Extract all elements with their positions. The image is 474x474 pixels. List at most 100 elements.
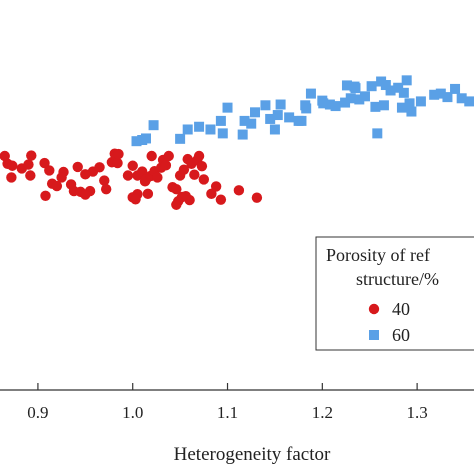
point-series-60 bbox=[250, 107, 261, 118]
point-series-60 bbox=[393, 82, 404, 93]
point-series-60 bbox=[301, 103, 312, 114]
point-series-60 bbox=[296, 115, 307, 126]
point-series-40 bbox=[72, 161, 83, 173]
point-series-40 bbox=[80, 169, 91, 180]
point-series-40 bbox=[215, 194, 227, 205]
point-series-60 bbox=[415, 96, 426, 107]
point-series-60 bbox=[269, 124, 280, 135]
point-series-60 bbox=[182, 124, 193, 135]
point-series-40 bbox=[163, 150, 174, 162]
point-series-60 bbox=[237, 129, 248, 140]
point-series-40 bbox=[39, 157, 50, 169]
point-series-60 bbox=[317, 95, 328, 106]
point-series-60 bbox=[398, 87, 409, 98]
x-tick-label: 0.9 bbox=[27, 403, 48, 422]
point-series-40 bbox=[100, 183, 112, 195]
point-series-60 bbox=[217, 128, 228, 139]
point-series-40 bbox=[127, 160, 138, 171]
point-series-60 bbox=[305, 88, 316, 99]
point-series-40 bbox=[40, 190, 51, 201]
point-series-60 bbox=[215, 115, 226, 126]
point-series-60 bbox=[404, 98, 415, 109]
legend-label-60: 60 bbox=[392, 325, 410, 345]
point-series-40 bbox=[112, 157, 123, 169]
point-series-60 bbox=[435, 88, 446, 99]
point-series-40 bbox=[122, 170, 134, 181]
point-series-40 bbox=[7, 160, 18, 171]
point-series-40 bbox=[152, 172, 163, 183]
point-series-60 bbox=[345, 93, 356, 104]
legend-label-40: 40 bbox=[392, 299, 410, 319]
point-series-60 bbox=[222, 102, 233, 113]
point-series-60 bbox=[341, 80, 352, 91]
point-series-40 bbox=[189, 169, 200, 180]
point-series-60 bbox=[406, 106, 417, 117]
point-series-60 bbox=[456, 93, 467, 104]
point-series-40 bbox=[80, 189, 91, 200]
point-series-60 bbox=[366, 81, 377, 92]
point-series-60 bbox=[350, 83, 361, 94]
point-series-40 bbox=[178, 164, 190, 175]
legend-box bbox=[315, 236, 474, 351]
point-series-40 bbox=[193, 150, 205, 162]
point-series-40 bbox=[196, 160, 208, 172]
point-series-60 bbox=[378, 100, 389, 111]
legend-title-line2: structure/% bbox=[356, 269, 439, 289]
point-series-60 bbox=[330, 101, 341, 112]
point-series-60 bbox=[442, 92, 453, 103]
point-series-40 bbox=[130, 194, 141, 205]
x-tick-label: 1.3 bbox=[406, 403, 427, 422]
point-series-60 bbox=[131, 136, 142, 147]
point-series-40 bbox=[23, 159, 34, 170]
point-series-60 bbox=[275, 99, 286, 110]
point-series-60 bbox=[370, 101, 381, 112]
point-series-40 bbox=[99, 175, 110, 186]
x-tick-label: 1.2 bbox=[312, 403, 333, 422]
point-series-60 bbox=[148, 120, 159, 131]
point-series-60 bbox=[265, 113, 276, 124]
point-series-60 bbox=[284, 112, 295, 123]
point-series-40 bbox=[146, 150, 157, 162]
point-series-40 bbox=[137, 166, 148, 177]
point-series-40 bbox=[25, 170, 36, 181]
point-series-40 bbox=[251, 192, 263, 203]
legend-marker-60 bbox=[369, 330, 379, 340]
point-series-60 bbox=[205, 124, 216, 135]
point-series-40 bbox=[171, 183, 182, 195]
legend-title-line1: Porosity of ref bbox=[326, 245, 430, 265]
point-series-60 bbox=[359, 91, 370, 102]
x-axis-label: Heterogeneity factor bbox=[174, 444, 331, 465]
point-series-40 bbox=[171, 199, 182, 210]
point-series-40 bbox=[0, 150, 10, 162]
point-series-60 bbox=[239, 115, 250, 126]
point-series-40 bbox=[142, 188, 154, 200]
point-series-60 bbox=[464, 96, 474, 107]
point-series-60 bbox=[324, 99, 335, 110]
point-series-40 bbox=[160, 160, 172, 171]
point-series-40 bbox=[51, 180, 63, 192]
point-series-60 bbox=[194, 121, 205, 132]
point-series-60 bbox=[450, 83, 461, 94]
x-tick-label: 1.1 bbox=[217, 403, 238, 422]
point-series-40 bbox=[26, 150, 37, 161]
data-points bbox=[0, 75, 474, 210]
axes: 0.9 1.0 1.1 1.2 1.3 bbox=[0, 383, 474, 422]
point-series-40 bbox=[56, 172, 67, 183]
point-series-40 bbox=[233, 185, 245, 196]
point-series-60 bbox=[340, 97, 351, 108]
point-series-40 bbox=[94, 162, 105, 173]
point-series-60 bbox=[354, 94, 365, 105]
point-series-60 bbox=[260, 100, 271, 111]
x-tick-label: 1.0 bbox=[122, 403, 143, 422]
point-series-40 bbox=[113, 148, 124, 160]
legend-marker-40 bbox=[368, 303, 380, 315]
point-series-60 bbox=[175, 133, 186, 144]
point-series-60 bbox=[429, 89, 440, 100]
point-series-40 bbox=[206, 188, 217, 200]
point-series-60 bbox=[140, 133, 151, 144]
point-series-60 bbox=[372, 128, 383, 139]
point-series-60 bbox=[401, 75, 412, 86]
point-series-40 bbox=[210, 181, 222, 192]
